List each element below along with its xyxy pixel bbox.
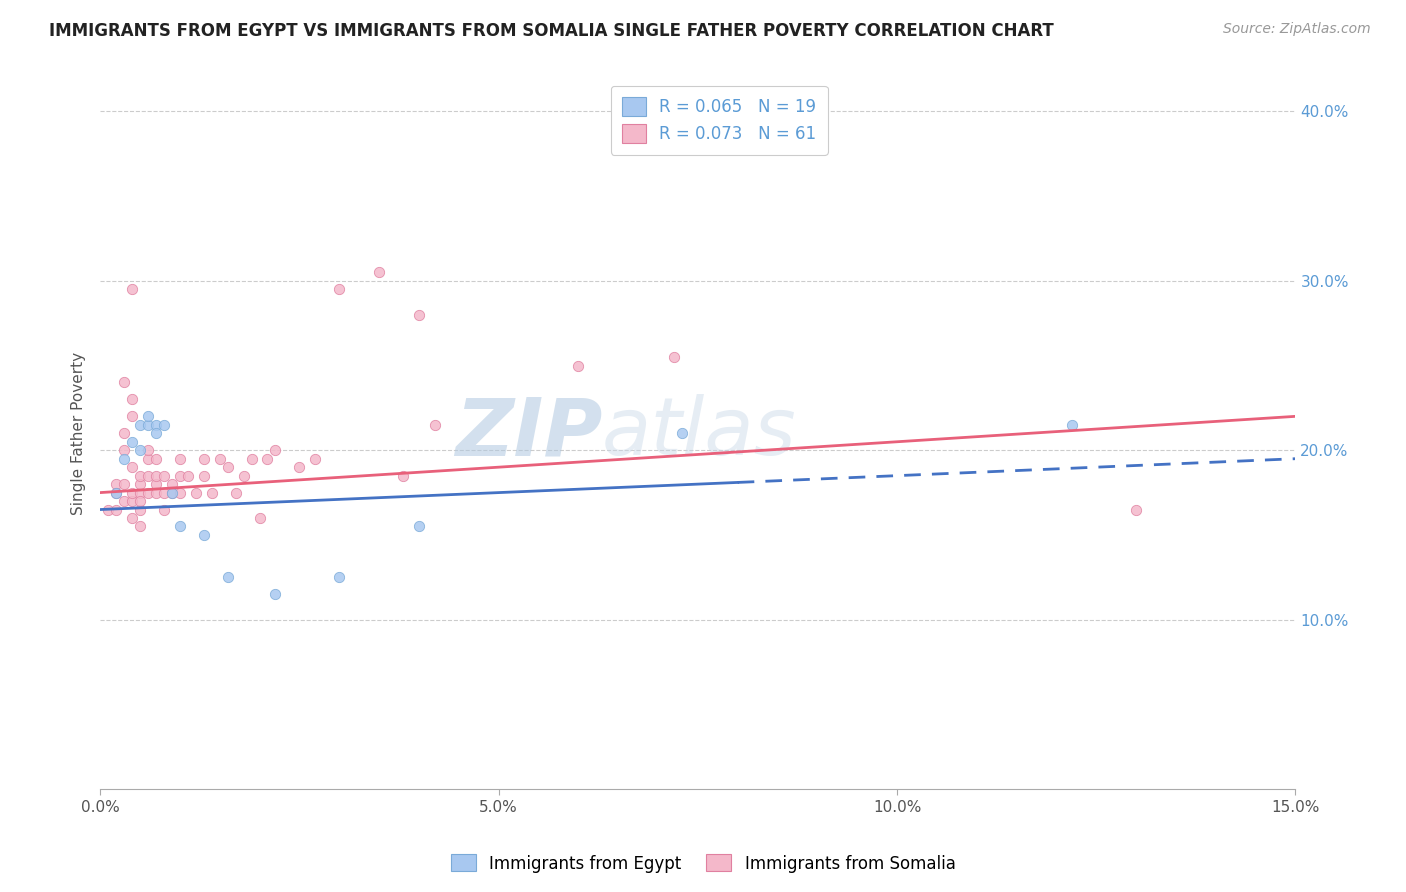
Point (145, 485, 167, 500)
Point (97, 502, 120, 516)
Point (368, 265, 391, 279)
Point (136, 417, 159, 432)
Point (121, 409, 143, 424)
Point (129, 494, 152, 508)
Point (112, 443, 135, 458)
Point (136, 485, 159, 500)
Point (112, 494, 135, 508)
Point (217, 460, 239, 475)
Point (328, 282, 350, 296)
Point (328, 570, 350, 584)
Point (121, 282, 143, 296)
Point (567, 359, 589, 373)
Point (201, 485, 224, 500)
Point (145, 451, 167, 466)
Point (112, 477, 135, 491)
Point (121, 511, 143, 525)
Text: atlas: atlas (602, 394, 797, 472)
Point (105, 485, 128, 500)
Point (129, 468, 152, 483)
Point (193, 468, 215, 483)
Point (169, 451, 191, 466)
Point (662, 350, 685, 364)
Point (121, 434, 143, 449)
Point (160, 485, 183, 500)
Point (145, 417, 167, 432)
Point (304, 451, 326, 466)
Point (217, 570, 239, 584)
Point (169, 468, 191, 483)
Text: Source: ZipAtlas.com: Source: ZipAtlas.com (1223, 22, 1371, 37)
Point (184, 485, 207, 500)
Point (121, 460, 143, 475)
Point (121, 494, 143, 508)
Point (153, 417, 176, 432)
Point (129, 502, 152, 516)
Y-axis label: Single Father Poverty: Single Father Poverty (72, 351, 86, 515)
Point (160, 477, 183, 491)
Point (1125, 502, 1147, 516)
Point (288, 460, 311, 475)
Point (169, 485, 191, 500)
Point (160, 485, 183, 500)
Point (121, 485, 143, 500)
Point (264, 443, 287, 458)
Point (136, 409, 159, 424)
Point (240, 451, 263, 466)
Point (153, 502, 176, 516)
Legend: R = 0.065   N = 19, R = 0.073   N = 61: R = 0.065 N = 19, R = 0.073 N = 61 (610, 86, 828, 155)
Point (129, 477, 152, 491)
Point (105, 485, 128, 500)
Point (112, 426, 135, 441)
Point (129, 443, 152, 458)
Text: ZIP: ZIP (454, 394, 602, 472)
Point (408, 308, 430, 322)
Point (153, 485, 176, 500)
Point (112, 376, 135, 390)
Point (136, 443, 159, 458)
Point (169, 519, 191, 533)
Point (105, 502, 128, 516)
Point (256, 451, 278, 466)
Point (249, 511, 271, 525)
Point (392, 468, 415, 483)
Point (225, 485, 247, 500)
Point (129, 417, 152, 432)
Point (129, 485, 152, 500)
Point (136, 468, 159, 483)
Point (136, 451, 159, 466)
Point (208, 451, 231, 466)
Point (153, 468, 176, 483)
Point (145, 477, 167, 491)
Point (423, 417, 446, 432)
Text: IMMIGRANTS FROM EGYPT VS IMMIGRANTS FROM SOMALIA SINGLE FATHER POVERTY CORRELATI: IMMIGRANTS FROM EGYPT VS IMMIGRANTS FROM… (49, 22, 1054, 40)
Point (408, 519, 430, 533)
Point (129, 519, 152, 533)
Point (1062, 417, 1084, 432)
Point (232, 468, 254, 483)
Point (105, 477, 128, 491)
Point (177, 468, 200, 483)
Point (671, 426, 693, 441)
Point (193, 451, 215, 466)
Point (193, 528, 215, 542)
Point (112, 451, 135, 466)
Point (145, 426, 167, 441)
Point (264, 587, 287, 601)
Legend: Immigrants from Egypt, Immigrants from Somalia: Immigrants from Egypt, Immigrants from S… (444, 847, 962, 880)
Point (145, 468, 167, 483)
Point (121, 392, 143, 407)
